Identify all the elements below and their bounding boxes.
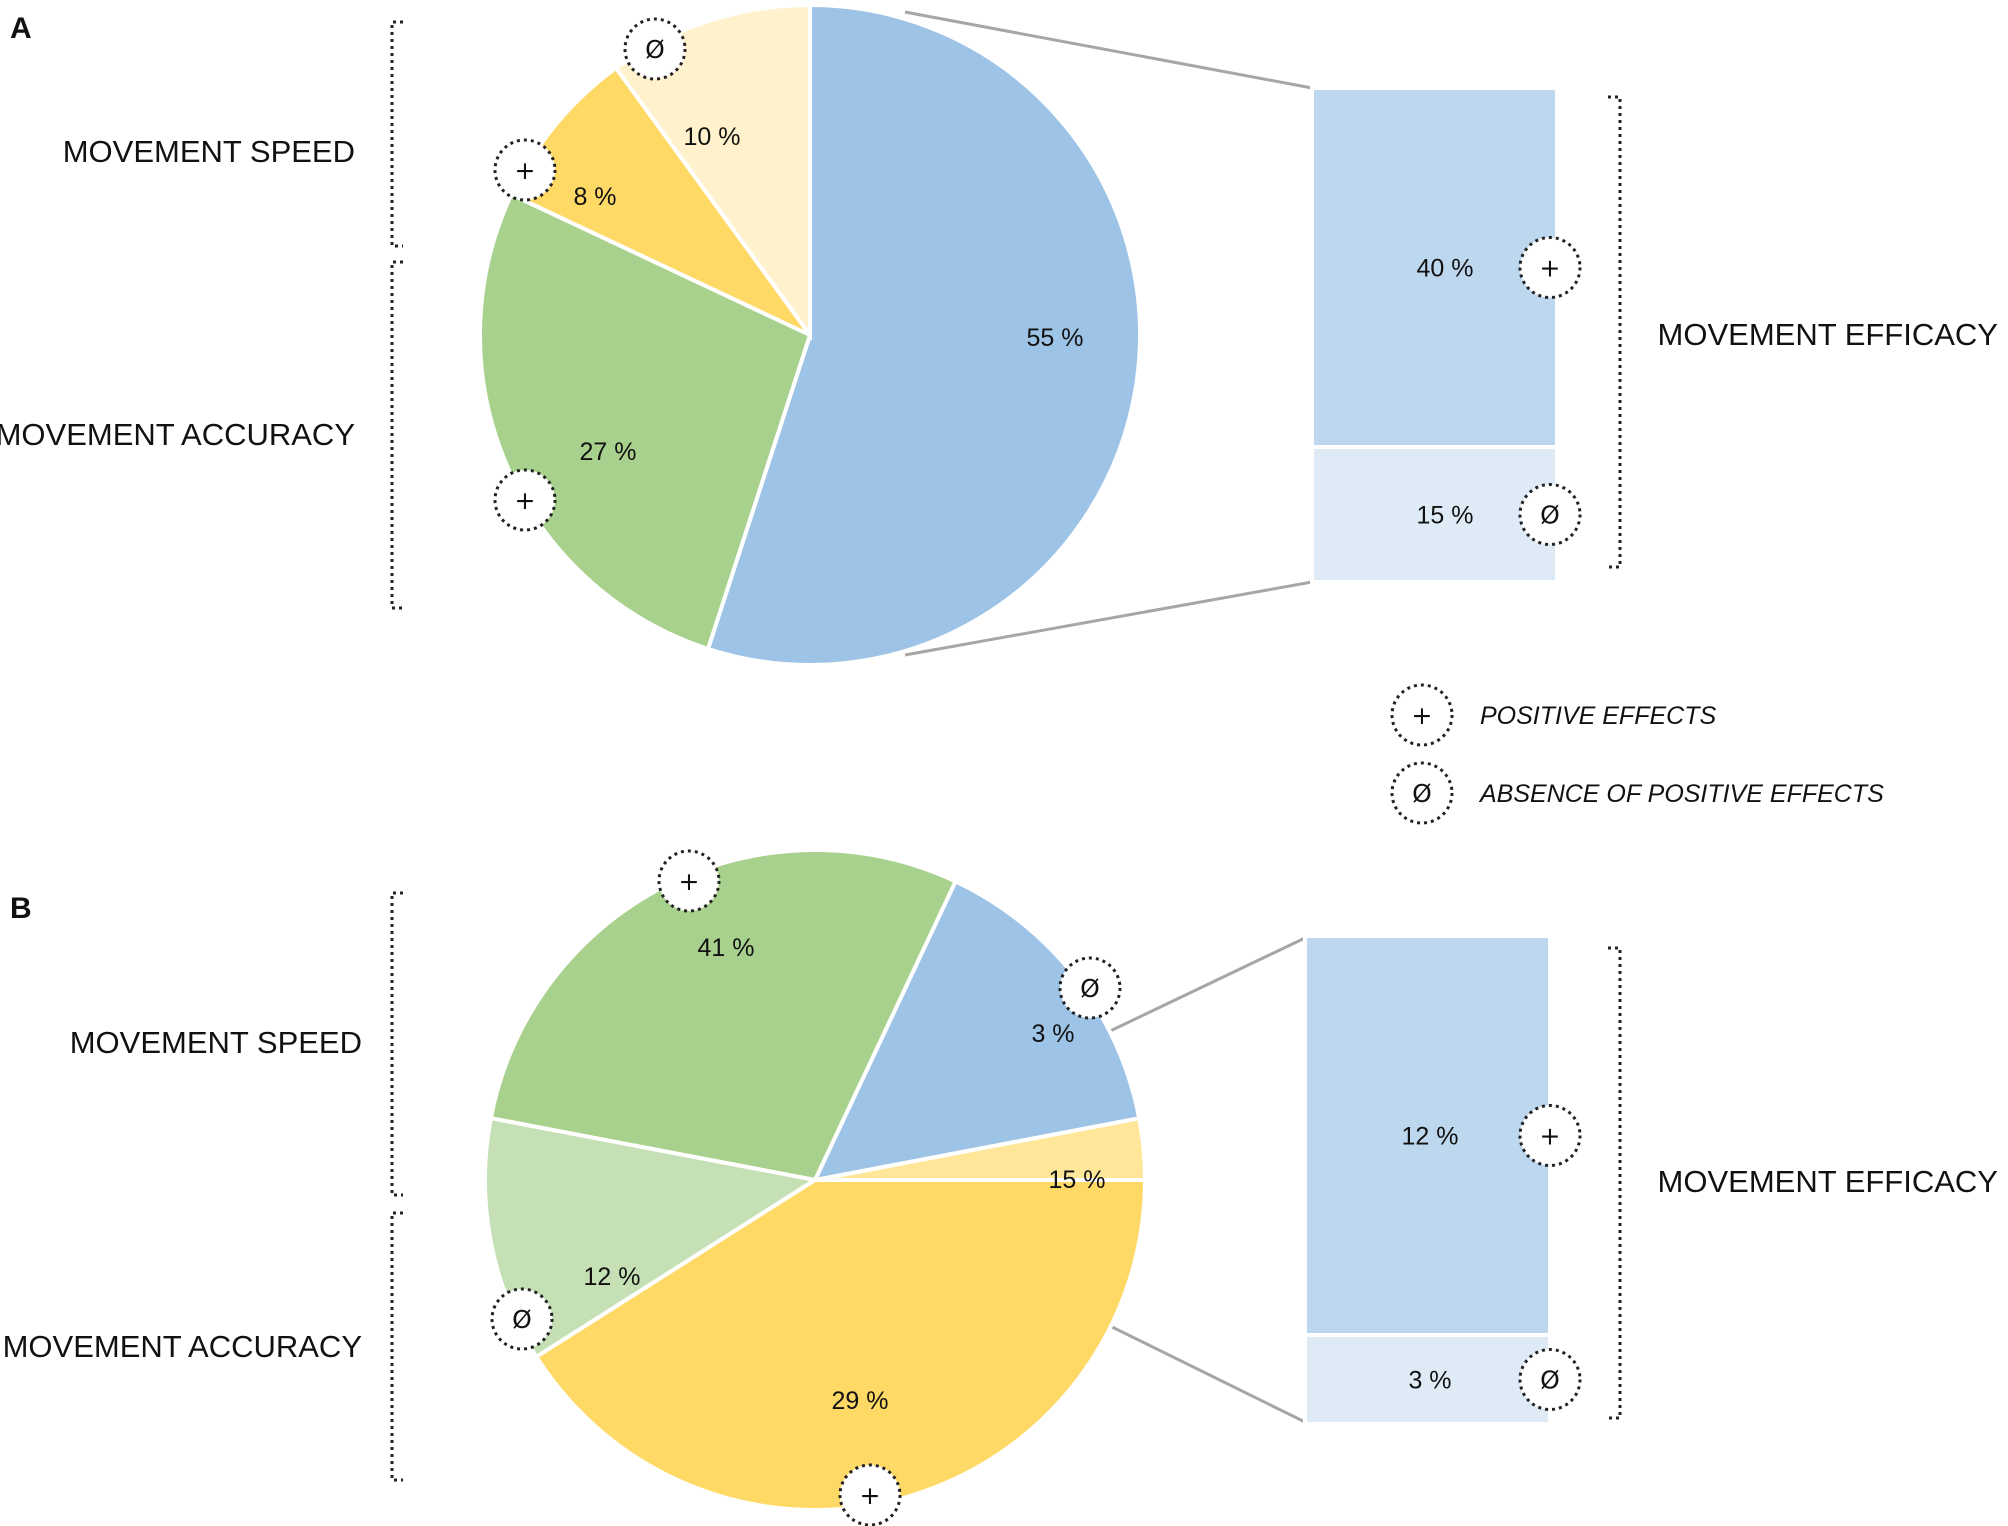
panel-a-bracket-speed — [390, 20, 403, 248]
panel-a-connector-top — [904, 10, 1313, 90]
pie-slice-marker-symbol: + — [860, 1481, 881, 1510]
pie-slice-label: 12 % — [584, 1263, 641, 1291]
panel-b-label-speed: MOVEMENT SPEED — [70, 1025, 362, 1060]
bar-segment-marker-symbol: + — [1540, 1122, 1561, 1151]
legend-absence: Ø ABSENCE OF POSITIVE EFFECTS — [1390, 761, 1884, 825]
pie-slice-marker-symbol: + — [515, 486, 536, 515]
legend-absence-text: ABSENCE OF POSITIVE EFFECTS — [1478, 780, 1884, 808]
legend-absence-marker — [1390, 761, 1454, 825]
panel-b-connector-bottom — [1107, 1323, 1306, 1424]
bar-segment-label: 3 % — [1408, 1367, 1451, 1395]
bar-segment-marker-symbol: Ø — [1540, 1366, 1560, 1395]
panel-b-bracket-speed — [390, 891, 403, 1197]
bar-segment-marker: Ø — [1518, 1348, 1582, 1411]
pie-slice-marker: + — [657, 849, 721, 913]
pie-slice-marker-symbol: Ø — [1080, 974, 1100, 1003]
legend-positive-symbol: + — [1412, 701, 1433, 730]
pie-slice-marker: + — [493, 468, 557, 532]
panel-b-label-efficacy: MOVEMENT EFFICACY — [1658, 1164, 1998, 1199]
pie-slice — [705, 2, 1142, 667]
pie-slice-marker-symbol: Ø — [512, 1305, 532, 1334]
pie-slice-label: 29 % — [832, 1387, 889, 1415]
bar-segment-marker: + — [1518, 1104, 1582, 1167]
pie-slice-marker-circle — [490, 1287, 554, 1351]
bar-segment-label: 12 % — [1402, 1123, 1459, 1151]
bar-segment-marker-circle — [1518, 1348, 1582, 1411]
pie-slice-marker-circle — [657, 849, 721, 913]
pie-slice-marker: + — [838, 1463, 902, 1526]
pie-slice-marker: Ø — [1058, 956, 1122, 1020]
pie-slice-marker: + — [493, 138, 557, 202]
pie-slice — [478, 191, 813, 652]
bar-segment-marker-circle — [1518, 1104, 1582, 1167]
pie-slice-marker-symbol: + — [515, 156, 536, 185]
legend-positive-marker — [1390, 683, 1454, 747]
pie-slice-marker-circle — [838, 1463, 902, 1526]
bar-segment-marker-circle — [1518, 483, 1582, 546]
panel-a-pie: 55 % 27 % +8 % +10 % Ø — [478, 2, 1142, 667]
bar-segment-marker-symbol: Ø — [1540, 501, 1560, 530]
panel-a-bracket-efficacy — [1608, 95, 1622, 569]
panel-b: B MOVEMENT SPEED MOVEMENT ACCURACY 3 %Ø1… — [3, 848, 1998, 1526]
pie-slice-label: 15 % — [1049, 1166, 1106, 1194]
pie-slice-marker-symbol: + — [679, 867, 700, 896]
panel-b-pie: 3 %Ø15 %29 %+12 %Ø41 %+ — [483, 848, 1148, 1526]
panel-a-connector-bottom — [904, 580, 1313, 657]
panel-a-label-accuracy: MOVEMENT ACCURACY — [0, 417, 355, 452]
pie-slice-marker-circle — [493, 138, 557, 202]
bar-segment-marker: + — [1518, 236, 1582, 299]
panel-a-label-speed: MOVEMENT SPEED — [63, 134, 355, 169]
pie-slice-marker-symbol: Ø — [645, 35, 665, 64]
bar-segment-marker-symbol: + — [1540, 254, 1561, 283]
pie-slice-label: 3 % — [1031, 1020, 1074, 1048]
bar-segment-label: 15 % — [1417, 502, 1474, 530]
panel-b-label-accuracy: MOVEMENT ACCURACY — [3, 1329, 362, 1364]
pie-slice-label: 8 % — [573, 183, 616, 211]
pie-slice-marker-circle — [493, 468, 557, 532]
panel-b-bracket-accuracy — [390, 1211, 403, 1482]
panel-b-letter: B — [10, 892, 32, 925]
pie-slice-label: 41 % — [698, 934, 755, 962]
pie-slice-label: 10 % — [684, 123, 741, 151]
legend-positive: + POSITIVE EFFECTS — [1390, 683, 1716, 747]
pie-slice-marker: Ø — [623, 17, 687, 81]
legend-positive-text: POSITIVE EFFECTS — [1480, 702, 1716, 730]
panel-a-label-efficacy: MOVEMENT EFFICACY — [1658, 317, 1998, 352]
panel-a-letter: A — [10, 12, 32, 45]
panel-a-breakdown-bar: 40 % +15 % Ø — [1310, 86, 1582, 584]
pie-slice-marker-circle — [1058, 956, 1122, 1020]
panel-b-breakdown-bar: 12 % +3 % Ø — [1303, 934, 1582, 1426]
panel-a: A MOVEMENT SPEED MOVEMENT ACCURACY 55 % 2… — [0, 2, 1998, 667]
bar-segment-marker-circle — [1518, 236, 1582, 299]
bar-segment — [1303, 934, 1552, 1337]
legend: + POSITIVE EFFECTS Ø ABSENCE OF POSITIVE… — [1390, 683, 1884, 825]
pie-slice-label: 55 % — [1027, 324, 1084, 352]
bar-segment-marker: Ø — [1518, 483, 1582, 546]
panel-b-bracket-efficacy — [1608, 946, 1622, 1420]
panel-a-bracket-accuracy — [390, 260, 403, 610]
legend-absence-symbol: Ø — [1412, 779, 1432, 808]
bar-segment-label: 40 % — [1417, 255, 1474, 283]
panel-b-connector-top — [1107, 936, 1306, 1034]
pie-slice-marker-circle — [623, 17, 687, 81]
pie-slice-marker: Ø — [490, 1287, 554, 1351]
pie-slice — [533, 1178, 1148, 1512]
pie-slice-label: 27 % — [580, 438, 637, 466]
